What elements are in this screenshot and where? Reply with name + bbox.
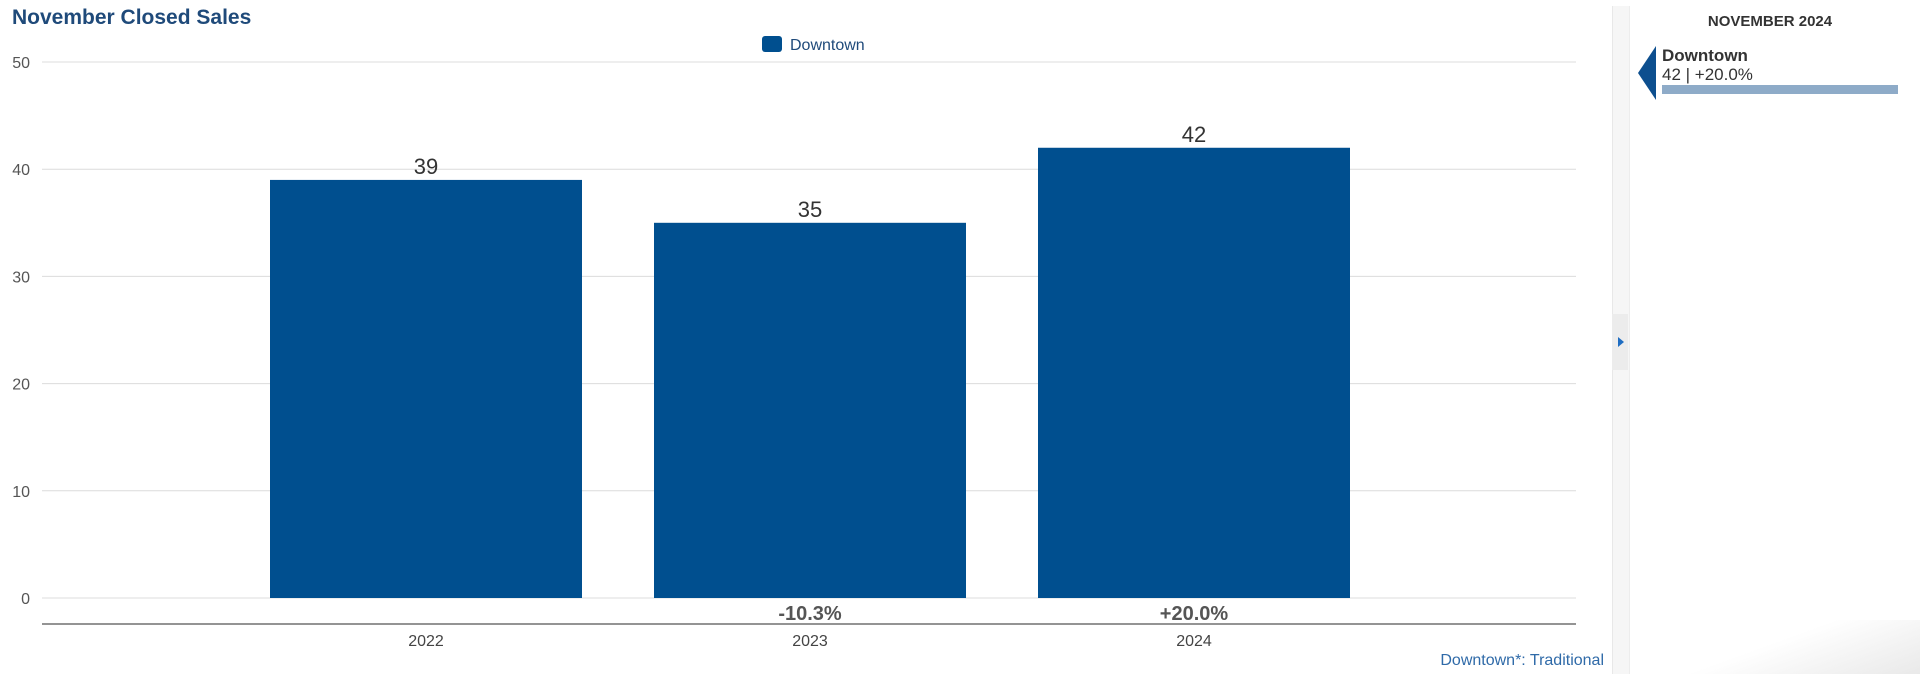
change-label: +20.0% bbox=[1160, 603, 1229, 625]
bar-value-label: 35 bbox=[798, 197, 822, 222]
corner-shadow bbox=[1680, 620, 1920, 674]
bar-value-label: 39 bbox=[414, 154, 438, 179]
side-item-name: Downtown bbox=[1662, 46, 1748, 65]
side-item-bar-fill bbox=[1662, 85, 1898, 94]
x-tick-label: 2023 bbox=[792, 633, 828, 650]
y-tick-label: 0 bbox=[21, 591, 30, 608]
side-panel: NOVEMBER 2024 Downtown 42 | +20.0% bbox=[1632, 0, 1920, 674]
x-tick-label: 2024 bbox=[1176, 633, 1212, 650]
side-item-bar bbox=[1662, 85, 1898, 94]
side-panel-item-downtown[interactable]: Downtown 42 | +20.0% bbox=[1638, 46, 1908, 100]
y-tick-label: 20 bbox=[12, 377, 30, 394]
bar-2023[interactable] bbox=[654, 222, 966, 599]
selected-pointer-icon bbox=[1638, 46, 1656, 100]
y-tick-label: 50 bbox=[12, 55, 30, 72]
y-tick-label: 10 bbox=[12, 484, 30, 501]
y-tick-label: 40 bbox=[12, 162, 30, 179]
legend-label[interactable]: Downtown bbox=[790, 37, 865, 54]
bar-2024[interactable] bbox=[1038, 147, 1350, 598]
bar-chart: 0 10 20 30 40 50 39 2022 35 -10.3% 2023 42 +20.0% 202… bbox=[12, 36, 1576, 650]
change-label: -10.3% bbox=[778, 603, 842, 625]
bar-2022[interactable] bbox=[270, 179, 582, 599]
bar-value-label: 42 bbox=[1182, 122, 1206, 147]
panel-toggle-handle[interactable] bbox=[1612, 314, 1628, 370]
footer-note[interactable]: Downtown*: Traditional bbox=[1440, 652, 1604, 669]
side-panel-title: NOVEMBER 2024 bbox=[1707, 13, 1833, 30]
x-tick-label: 2022 bbox=[408, 633, 444, 650]
chart-title: November Closed Sales bbox=[12, 6, 252, 29]
y-tick-label: 30 bbox=[12, 269, 30, 286]
legend-swatch bbox=[762, 36, 782, 52]
side-item-value: 42 | +20.0% bbox=[1662, 65, 1753, 84]
